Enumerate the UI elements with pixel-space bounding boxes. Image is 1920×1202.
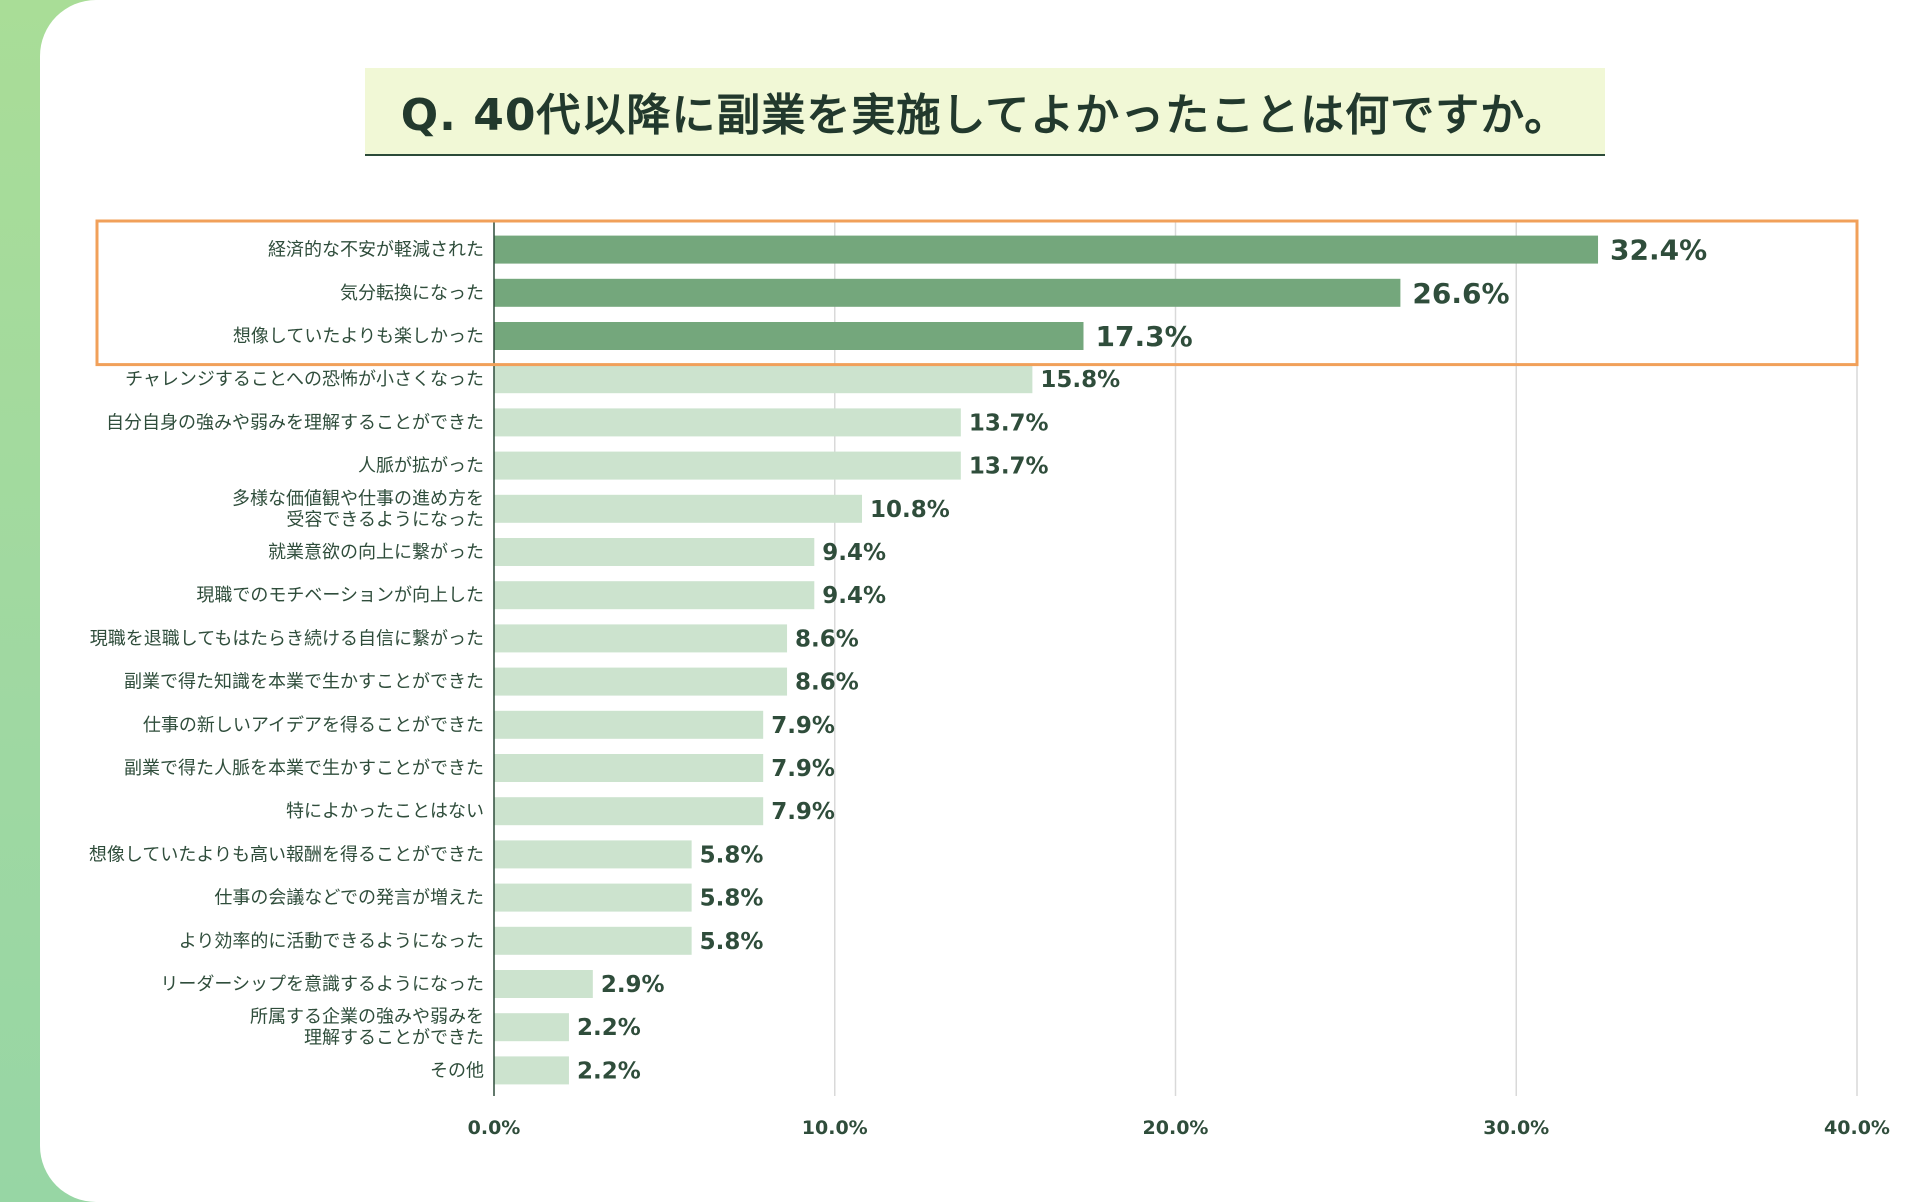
category-label: 就業意欲の向上に繋がった	[268, 542, 484, 563]
value-label: 10.8%	[870, 497, 950, 523]
x-tick-label: 0.0%	[468, 1117, 521, 1139]
value-label: 7.9%	[771, 713, 835, 739]
value-label: 9.4%	[822, 540, 886, 566]
category-label-line: 特によかったことはない	[286, 801, 484, 822]
value-label: 7.9%	[771, 756, 835, 782]
x-tick-label: 10.0%	[802, 1117, 868, 1139]
category-label: 仕事の会議などでの発言が増えた	[214, 888, 484, 909]
x-tick-label: 40.0%	[1824, 1117, 1890, 1139]
category-label-line: 自分自身の強みや弱みを理解することができた	[106, 412, 484, 433]
category-label-line: 現職を退職してもはたらき続ける自信に繋がった	[90, 628, 484, 649]
category-label: 仕事の新しいアイデアを得ることができた	[143, 715, 484, 736]
bar	[494, 365, 1033, 394]
x-tick-label: 30.0%	[1483, 1117, 1549, 1139]
category-label-line: 仕事の新しいアイデアを得ることができた	[143, 715, 484, 736]
x-tick-label: 20.0%	[1143, 1117, 1209, 1139]
category-label-line: 気分転換になった	[340, 283, 484, 304]
value-label: 26.6%	[1412, 277, 1509, 310]
value-label: 5.8%	[700, 842, 764, 868]
category-label: その他	[430, 1060, 484, 1081]
category-label-line: 仕事の会議などでの発言が増えた	[214, 888, 484, 909]
value-label: 5.8%	[700, 929, 764, 955]
value-label: 8.6%	[795, 626, 859, 652]
category-label: 副業で得た人脈を本業で生かすことができた	[124, 758, 484, 779]
value-label: 32.4%	[1610, 234, 1707, 267]
bar	[494, 408, 961, 437]
chart-title: Q. 40代以降に副業を実施してよかったことは何ですか。	[400, 90, 1570, 141]
value-label: 13.7%	[969, 410, 1049, 436]
bar	[494, 883, 692, 912]
category-label-line: 多様な価値観や仕事の進め方を	[232, 488, 484, 509]
category-label-line: 所属する企業の強みや弱みを	[250, 1007, 484, 1028]
category-label: 多様な価値観や仕事の進め方を受容できるようになった	[232, 488, 484, 530]
bar	[494, 926, 692, 955]
category-label: 特によかったことはない	[286, 801, 484, 822]
value-label: 5.8%	[700, 886, 764, 912]
highlight-box	[95, 219, 1859, 367]
category-label: 想像していたよりも楽しかった	[233, 326, 484, 347]
category-label-line: 就業意欲の向上に繋がった	[268, 542, 484, 563]
category-label-line: 人脈が拡がった	[358, 456, 484, 477]
category-label-line: 想像していたよりも楽しかった	[233, 326, 484, 347]
bar	[494, 840, 692, 869]
category-label: 人脈が拡がった	[358, 456, 484, 477]
category-label: 想像していたよりも高い報酬を得ることができた	[89, 844, 484, 865]
category-label: 所属する企業の強みや弱みを理解することができた	[250, 1007, 484, 1049]
bar	[494, 754, 764, 782]
bar	[494, 278, 1401, 307]
category-label: 現職でのモチベーションが向上した	[196, 585, 484, 606]
value-label: 8.6%	[795, 670, 859, 696]
category-label: より効率的に活動できるようになった	[179, 931, 484, 952]
category-label-line: チャレンジすることへの恐怖が小さくなった	[125, 369, 484, 390]
category-label-line: 受容できるようになった	[286, 509, 484, 530]
category-label: 自分自身の強みや弱みを理解することができた	[106, 412, 484, 433]
chart-card	[40, 0, 1920, 1202]
category-label-line: 現職でのモチベーションが向上した	[196, 585, 484, 606]
value-label: 2.2%	[577, 1015, 641, 1041]
category-label-line: その他	[430, 1060, 484, 1081]
category-label: 現職を退職してもはたらき続ける自信に繋がった	[90, 628, 484, 649]
category-label: リーダーシップを意識するようになった	[160, 974, 484, 995]
bar	[494, 538, 815, 566]
category-label: 副業で得た知識を本業で生かすことができた	[124, 672, 484, 693]
category-label: 気分転換になった	[340, 283, 484, 304]
value-label: 17.3%	[1095, 320, 1192, 353]
bar	[494, 494, 863, 523]
category-label: 経済的な不安が軽減された	[268, 240, 484, 261]
chart-title-box: Q. 40代以降に副業を実施してよかったことは何ですか。	[365, 68, 1605, 156]
category-label-line: より効率的に活動できるようになった	[179, 931, 484, 952]
category-label-line: リーダーシップを意識するようになった	[160, 974, 484, 995]
bar	[494, 970, 593, 998]
bar	[494, 710, 764, 739]
bar	[494, 451, 961, 480]
bar	[494, 235, 1599, 264]
category-label-line: 想像していたよりも高い報酬を得ることができた	[89, 844, 484, 865]
value-label: 7.9%	[771, 799, 835, 825]
value-label: 15.8%	[1040, 367, 1120, 393]
value-label: 13.7%	[969, 454, 1049, 480]
value-label: 2.9%	[601, 972, 665, 998]
bar	[494, 322, 1084, 350]
category-label: チャレンジすることへの恐怖が小さくなった	[125, 369, 484, 390]
category-label-line: 経済的な不安が軽減された	[268, 240, 484, 261]
bar	[494, 797, 764, 826]
bar	[494, 624, 788, 653]
category-label-line: 副業で得た知識を本業で生かすことができた	[124, 672, 484, 693]
category-label-line: 副業で得た人脈を本業で生かすことができた	[124, 758, 484, 779]
bar	[494, 667, 788, 696]
value-label: 2.2%	[577, 1058, 641, 1084]
bar	[494, 581, 815, 610]
category-label-line: 理解することができた	[304, 1028, 484, 1049]
value-label: 9.4%	[822, 583, 886, 609]
bar	[494, 1056, 569, 1085]
bar	[494, 1013, 569, 1042]
